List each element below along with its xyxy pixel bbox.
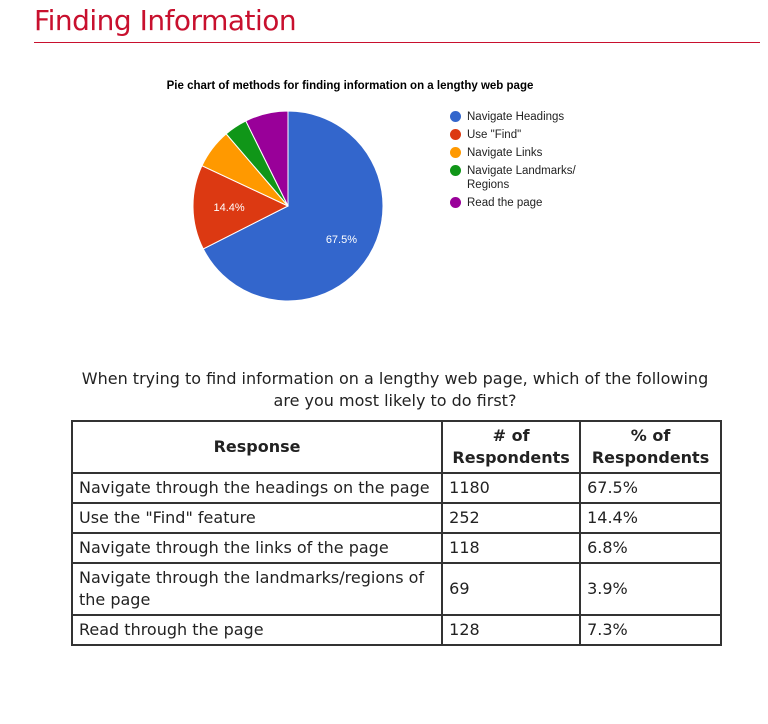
percent-cell: 67.5% <box>579 472 722 504</box>
legend-swatch <box>450 147 461 158</box>
legend-item-use-find: Use "Find" <box>450 128 592 142</box>
percent-cell: 14.4% <box>579 502 722 534</box>
legend-item-navigate-headings: Navigate Headings <box>450 110 592 124</box>
response-cell: Navigate through the links of the page <box>70 532 444 564</box>
chart-legend: Navigate Headings Use "Find" Navigate Li… <box>450 110 592 214</box>
column-header-response: Response <box>70 420 444 474</box>
results-table: Response # of Respondents % of Responden… <box>70 420 722 646</box>
percent-cell: 6.8% <box>579 532 722 564</box>
survey-question: When trying to find information on a len… <box>81 369 709 410</box>
response-cell: Read through the page <box>70 614 444 646</box>
page-heading: Finding Information <box>34 4 297 37</box>
legend-swatch <box>450 129 461 140</box>
pie-slice <box>202 110 384 302</box>
legend-label: Navigate Headings <box>467 111 565 123</box>
legend-swatch <box>450 197 461 208</box>
pie-data-label: 67.5% <box>326 234 357 246</box>
table-row: Use the "Find" feature 252 14.4% <box>70 502 722 534</box>
legend-item-navigate-links: Navigate Links <box>450 146 592 160</box>
pie-slice <box>192 165 290 250</box>
column-header-percent: % of Respondents <box>579 420 722 474</box>
count-cell: 118 <box>441 532 582 564</box>
pie-data-label: 14.4% <box>214 202 245 214</box>
column-header-count: # of Respondents <box>441 420 582 474</box>
count-cell: 69 <box>441 562 582 616</box>
percent-cell: 3.9% <box>579 562 722 616</box>
legend-swatch <box>450 111 461 122</box>
chart-title: Pie chart of methods for finding informa… <box>166 80 534 92</box>
table-row: Navigate through the links of the page 1… <box>70 532 722 564</box>
legend-label: Navigate Links <box>467 147 543 159</box>
legend-label: Navigate Landmarks/ Regions <box>467 165 576 191</box>
pie-chart: 67.5% 14.4% <box>192 110 384 302</box>
count-cell: 128 <box>441 614 582 646</box>
response-cell: Navigate through the headings on the pag… <box>70 472 444 504</box>
legend-label: Read the page <box>467 197 543 209</box>
legend-item-read-the-page: Read the page <box>450 196 592 210</box>
legend-label: Use "Find" <box>467 129 522 141</box>
count-cell: 252 <box>441 502 582 534</box>
table-row: Read through the page 128 7.3% <box>70 614 722 646</box>
table-row: Navigate through the landmarks/regions o… <box>70 562 722 616</box>
heading-divider <box>34 42 760 43</box>
response-cell: Use the "Find" feature <box>70 502 444 534</box>
legend-item-navigate-landmarks: Navigate Landmarks/ Regions <box>450 164 592 192</box>
legend-swatch <box>450 165 461 176</box>
percent-cell: 7.3% <box>579 614 722 646</box>
table-row: Navigate through the headings on the pag… <box>70 472 722 504</box>
table-header-row: Response # of Respondents % of Responden… <box>70 420 722 474</box>
pie-slice <box>245 110 289 207</box>
count-cell: 1180 <box>441 472 582 504</box>
response-cell: Navigate through the landmarks/regions o… <box>70 562 444 616</box>
